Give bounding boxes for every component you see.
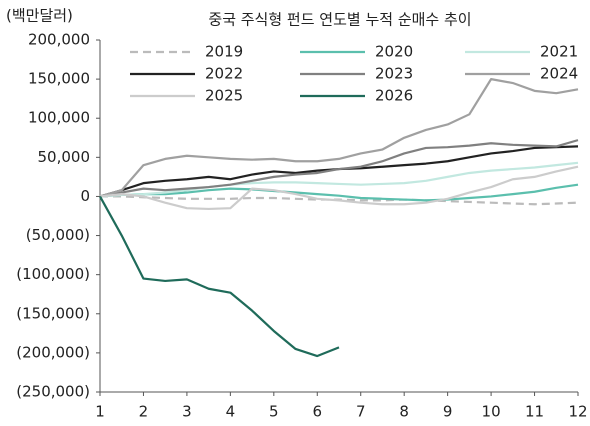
series-line (99, 161, 579, 198)
x-tick-label: 11 (525, 403, 544, 421)
y-tick-label: (250,000) (16, 383, 90, 401)
legend-label: 2019 (205, 43, 243, 61)
legend-label: 2023 (375, 65, 413, 83)
y-tick-label: 200,000 (28, 31, 90, 49)
legend-label: 2022 (205, 65, 243, 83)
y-tick-label: 150,000 (28, 70, 90, 88)
x-tick-label: 4 (226, 403, 236, 421)
legend-label: 2024 (540, 65, 578, 83)
x-tick-label: 3 (182, 403, 192, 421)
x-tick-label: 9 (443, 403, 453, 421)
y-tick-label: (200,000) (16, 343, 90, 361)
y-tick-label: (100,000) (16, 265, 90, 283)
legend-label: 2021 (540, 43, 578, 61)
x-tick-label: 12 (568, 403, 587, 421)
y-axis-label: (백만달러) (6, 7, 73, 25)
series-line (99, 78, 579, 198)
y-tick-label: (150,000) (16, 304, 90, 322)
legend-label: 2026 (375, 87, 413, 105)
x-tick-label: 5 (269, 403, 279, 421)
x-tick-label: 6 (312, 403, 322, 421)
series-line (99, 165, 579, 211)
series-line (99, 183, 579, 202)
x-tick-label: 8 (399, 403, 409, 421)
series-line (99, 139, 579, 198)
x-tick-label: 7 (356, 403, 366, 421)
x-tick-label: 1 (95, 403, 105, 421)
legend-label: 2020 (375, 43, 413, 61)
x-tick-label: 2 (139, 403, 149, 421)
legend-label: 2025 (205, 87, 243, 105)
series-line (99, 195, 340, 358)
y-tick-label: (50,000) (26, 226, 90, 244)
chart-title: 중국 주식형 펀드 연도별 누적 순매수 추이 (208, 11, 471, 29)
y-tick-label: 0 (80, 187, 90, 205)
y-tick-label: 50,000 (38, 148, 91, 166)
y-tick-label: 100,000 (28, 109, 90, 127)
x-tick-label: 10 (482, 403, 501, 421)
